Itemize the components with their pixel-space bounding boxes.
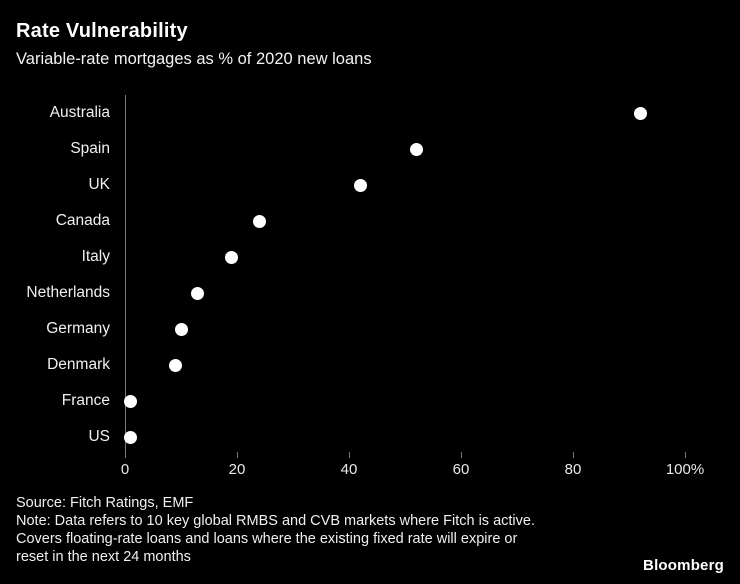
source-note: Source: Fitch Ratings, EMF <box>16 495 194 511</box>
category-label: Netherlands <box>26 284 110 301</box>
note-line-3: reset in the next 24 months <box>16 549 191 565</box>
x-axis-tick-label: 100% <box>665 461 705 478</box>
data-point <box>168 358 182 372</box>
category-label: Canada <box>55 212 110 229</box>
chart-row: US <box>0 419 740 455</box>
chart-title: Rate Vulnerability <box>16 20 188 42</box>
category-label: Denmark <box>47 356 110 373</box>
chart-footer: Source: Fitch Ratings, EMF Note: Data re… <box>16 494 724 566</box>
x-axis-tick-label: 40 <box>340 461 358 478</box>
category-label: France <box>61 392 110 409</box>
note-line-2: Covers floating-rate loans and loans whe… <box>16 531 518 547</box>
data-point <box>252 214 266 228</box>
data-point <box>633 106 647 120</box>
x-axis-tick <box>461 452 462 458</box>
chart-header: Rate Vulnerability Variable-rate mortgag… <box>16 20 724 69</box>
chart-row: Spain <box>0 131 740 167</box>
data-point <box>353 178 367 192</box>
category-label: Spain <box>70 140 110 157</box>
category-label: US <box>88 428 110 445</box>
x-axis-tick-label: 80 <box>564 461 582 478</box>
note-line-1: Note: Data refers to 10 key global RMBS … <box>16 513 535 529</box>
data-point <box>409 142 423 156</box>
bloomberg-logo: Bloomberg <box>643 557 724 574</box>
x-axis-tick <box>685 452 686 458</box>
chart-row: Canada <box>0 203 740 239</box>
y-axis-line <box>125 95 126 452</box>
data-point <box>124 430 138 444</box>
data-point <box>174 322 188 336</box>
category-label: Germany <box>46 320 110 337</box>
chart-row: Italy <box>0 239 740 275</box>
category-label: Italy <box>81 248 110 265</box>
chart-row: Australia <box>0 95 740 131</box>
x-axis-tick-label: 20 <box>228 461 246 478</box>
data-point <box>124 394 138 408</box>
plot-rows: Australia Spain UK Canada Italy Netherlands Ge… <box>0 95 740 455</box>
x-axis-tick <box>573 452 574 458</box>
data-point <box>224 250 238 264</box>
category-label: UK <box>88 176 110 193</box>
chart-row: France <box>0 383 740 419</box>
chart-row: Netherlands <box>0 275 740 311</box>
x-axis-tick-label: 0 <box>120 461 130 478</box>
data-point <box>191 286 205 300</box>
x-axis-tick <box>237 452 238 458</box>
chart-subtitle: Variable-rate mortgages as % of 2020 new… <box>16 50 372 68</box>
chart-row: Denmark <box>0 347 740 383</box>
x-axis-tick-label: 60 <box>452 461 470 478</box>
dot-plot: Australia Spain UK Canada Italy Netherlands Ge… <box>0 95 740 483</box>
category-label: Australia <box>49 104 110 121</box>
chart-row: UK <box>0 167 740 203</box>
x-axis-tick <box>125 452 126 458</box>
chart-row: Germany <box>0 311 740 347</box>
x-axis-tick <box>349 452 350 458</box>
x-axis: 0 20 40 60 80 100% <box>0 95 740 483</box>
